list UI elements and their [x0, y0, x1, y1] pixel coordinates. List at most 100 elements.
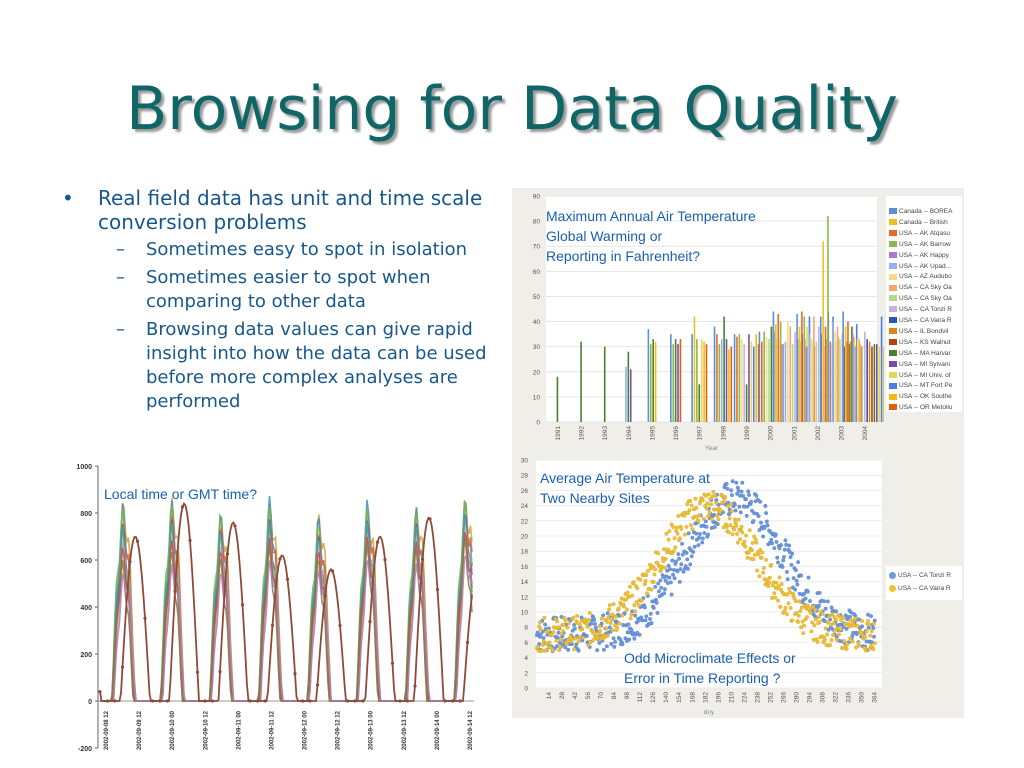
scatter-point [775, 555, 780, 560]
bar [843, 346, 846, 422]
scatter-point [604, 644, 609, 649]
scatter-point [745, 504, 750, 509]
legend-swatch [889, 262, 897, 269]
bar [854, 346, 856, 422]
scatter-point [605, 633, 610, 638]
legend-swatch [889, 382, 897, 389]
scatter-point [633, 609, 638, 614]
bar [603, 346, 606, 422]
bar [672, 344, 675, 422]
offset-series-marker [165, 699, 170, 703]
offset-series-marker [255, 699, 260, 703]
x-tick-label: 2002-09-12 12 [336, 710, 342, 750]
x-tick-label: 2002 [815, 426, 822, 441]
bar [693, 316, 696, 422]
scatter-point [784, 612, 789, 617]
scatter-point [637, 632, 642, 637]
x-tick-label: 224 [741, 692, 748, 703]
scatter-point [651, 580, 656, 585]
x-tick-label: 2002-09-08 12 [104, 710, 110, 750]
scatter-point [543, 648, 548, 653]
x-tick-label: 70 [598, 692, 605, 700]
scatter-point [535, 630, 540, 635]
bar [866, 339, 868, 422]
scatter-point [825, 620, 830, 625]
scatter-point [736, 517, 741, 522]
legend-item: USA -- AK Upad... [889, 263, 951, 270]
scatter-point [703, 493, 708, 498]
scatter-point [844, 626, 849, 631]
legend-item: USA -- AK Happy [889, 252, 949, 259]
scatter-point [738, 537, 743, 542]
scatter-point [864, 629, 869, 634]
legend-item: Canada -- British [889, 219, 948, 226]
bar [779, 321, 782, 422]
scatter-point [701, 516, 706, 521]
scatter-point [574, 642, 579, 647]
legend-swatch [889, 240, 897, 247]
scatter-point [735, 540, 740, 545]
scatter-point [571, 615, 576, 620]
scatter-point [788, 555, 793, 559]
scatter-point [624, 597, 629, 602]
scatter-point [604, 619, 609, 624]
x-tick-label: 28 [559, 692, 566, 700]
legend-label: USA -- CA Sky Oa [899, 295, 952, 303]
legend-item: USA -- MI Sylvani [889, 361, 950, 368]
scatter-point [636, 603, 641, 608]
bar [846, 341, 848, 422]
scatter-point [587, 618, 591, 622]
scatter-point [649, 587, 654, 592]
scatter-point [535, 644, 540, 649]
scatter-point [597, 624, 602, 629]
legend-swatch [889, 572, 896, 579]
scatter-point [769, 562, 774, 567]
offset-series-marker [98, 690, 102, 694]
bar [831, 321, 834, 422]
scatter-point [659, 585, 664, 590]
scatter-point [572, 622, 577, 627]
bar [787, 321, 789, 422]
bar [810, 339, 813, 422]
x-tick-label: 336 [846, 692, 853, 703]
scatter-point [705, 501, 710, 506]
scatter-point [753, 537, 758, 542]
legend-swatch [889, 339, 897, 346]
scatter-point [787, 543, 792, 548]
annotation-odd: Odd Microclimate Effects or Error in Tim… [624, 648, 796, 688]
scatter-point [662, 591, 667, 596]
scatter-point [762, 525, 767, 530]
scatter-point [759, 555, 764, 560]
scatter-point [764, 511, 769, 515]
scatter-point [692, 544, 697, 549]
scatter-point [655, 610, 660, 615]
offset-series-marker [218, 669, 222, 674]
scatter-point [542, 615, 547, 620]
x-tick-label: 2002-09-12 00 [303, 710, 309, 750]
scatter-point [758, 547, 763, 552]
y-tick-label: 6 [524, 640, 528, 647]
scatter-point [667, 529, 672, 534]
y-tick-label: 28 [521, 473, 529, 480]
bar [801, 311, 803, 422]
scatter-point [808, 599, 812, 604]
bar [829, 341, 832, 422]
scatter-point [732, 517, 737, 522]
scatter-point [540, 643, 545, 648]
bar [794, 331, 796, 422]
scatter-point [689, 503, 694, 508]
bar [740, 339, 743, 422]
offset-series-marker [240, 603, 245, 607]
scatter-point [626, 622, 631, 627]
bar [859, 344, 861, 422]
scatter-point [757, 528, 762, 533]
scatter-point [809, 629, 814, 634]
scatter-point [578, 622, 583, 627]
offset-series-marker [353, 699, 357, 703]
y-tick-label: 2 [524, 670, 528, 677]
annotation-avg-temp: Average Air Temperature at Two Nearby Si… [540, 468, 710, 508]
scatter-point [866, 625, 871, 630]
bar [849, 341, 852, 422]
scatter-point [723, 495, 728, 500]
dash-mark: – [116, 267, 125, 288]
